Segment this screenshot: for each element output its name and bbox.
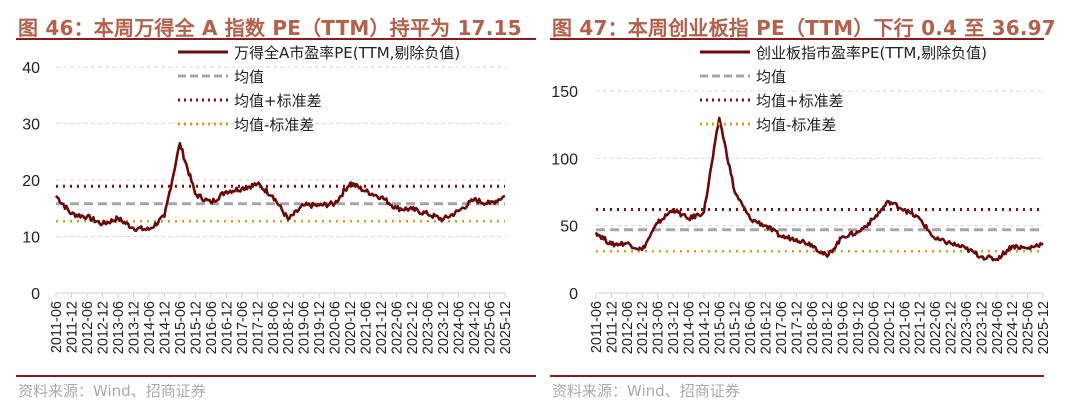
svg-text:2025-06: 2025-06 <box>1021 301 1037 354</box>
legend-item-series: 创业板指市盈率PE(TTM,剔除负值) <box>700 43 987 62</box>
svg-text:2014-12: 2014-12 <box>697 301 713 354</box>
svg-text:2024-06: 2024-06 <box>452 301 468 354</box>
svg-text:2018-06: 2018-06 <box>266 301 282 354</box>
svg-text:2020-06: 2020-06 <box>866 301 882 354</box>
svg-text:150: 150 <box>551 84 578 101</box>
title-rule <box>550 38 1044 40</box>
svg-text:2018-12: 2018-12 <box>820 301 836 354</box>
svg-text:2017-06: 2017-06 <box>774 301 790 354</box>
svg-text:2015-12: 2015-12 <box>188 301 204 354</box>
svg-text:40: 40 <box>22 60 40 77</box>
svg-text:2024-06: 2024-06 <box>990 301 1006 354</box>
svg-text:2019-06: 2019-06 <box>297 301 313 354</box>
footer-rule <box>16 375 536 377</box>
svg-text:2012-06: 2012-06 <box>620 301 636 354</box>
svg-text:2023-12: 2023-12 <box>436 301 452 354</box>
svg-text:2016-12: 2016-12 <box>219 301 235 354</box>
source-note: 资料来源：Wind、招商证券 <box>552 382 740 400</box>
legend-item-series: 万得全A市盈率PE(TTM,剔除负值) <box>178 43 461 62</box>
svg-text:2025-06: 2025-06 <box>483 301 499 354</box>
svg-text:2011-06: 2011-06 <box>589 301 605 353</box>
legend-item-minus-std: 均值-标准差 <box>178 115 315 134</box>
svg-text:2014-06: 2014-06 <box>142 301 158 354</box>
legend-item-mean: 均值 <box>700 67 787 86</box>
legend-item-mean: 均值 <box>178 67 265 86</box>
svg-text:0: 0 <box>31 286 40 303</box>
svg-text:2019-12: 2019-12 <box>851 301 867 354</box>
svg-text:2020-12: 2020-12 <box>882 301 898 354</box>
svg-text:2012-06: 2012-06 <box>80 301 96 354</box>
svg-text:2017-12: 2017-12 <box>789 301 805 354</box>
svg-text:2016-12: 2016-12 <box>759 301 775 354</box>
svg-text:2017-12: 2017-12 <box>250 301 266 354</box>
panel-wind-all-a: 图 46：本周万得全 A 指数 PE（TTM）持平为 17.15 0 10 20 30… <box>16 16 536 400</box>
chart-title: 图 46：本周万得全 A 指数 PE（TTM）持平为 17.15 <box>18 16 522 40</box>
svg-text:0: 0 <box>569 286 578 303</box>
legend-item-plus-std: 均值+标准差 <box>178 91 322 110</box>
svg-text:2018-06: 2018-06 <box>805 301 821 354</box>
svg-text:2014-12: 2014-12 <box>157 301 173 354</box>
svg-text:2023-06: 2023-06 <box>959 301 975 354</box>
svg-text:2012-12: 2012-12 <box>95 301 111 354</box>
svg-text:2024-12: 2024-12 <box>467 301 483 354</box>
svg-text:2018-12: 2018-12 <box>281 301 297 354</box>
svg-text:2019-12: 2019-12 <box>312 301 328 354</box>
svg-text:2022-12: 2022-12 <box>944 301 960 354</box>
chart-title: 图 47：本周创业板指 PE（TTM）下行 0.4 至 36.97 <box>552 16 1056 40</box>
svg-text:2022-06: 2022-06 <box>390 301 406 354</box>
legend: 万得全A市盈率PE(TTM,剔除负值) 均值 均值+标准差 均值-标准差 <box>178 40 460 136</box>
svg-text:2016-06: 2016-06 <box>743 301 759 354</box>
svg-text:2022-06: 2022-06 <box>928 301 944 354</box>
svg-text:2024-12: 2024-12 <box>1005 301 1021 354</box>
svg-text:2022-12: 2022-12 <box>405 301 421 354</box>
legend-item-minus-std: 均值-标准差 <box>700 115 837 134</box>
footer-rule <box>550 375 1044 377</box>
source-note: 资料来源：Wind、招商证券 <box>18 382 206 400</box>
svg-text:2023-12: 2023-12 <box>974 301 990 354</box>
svg-text:2013-06: 2013-06 <box>651 301 667 354</box>
svg-text:2015-06: 2015-06 <box>712 301 728 354</box>
svg-text:2013-06: 2013-06 <box>111 301 127 354</box>
svg-text:100: 100 <box>551 151 578 168</box>
svg-text:2016-06: 2016-06 <box>204 301 220 354</box>
svg-text:2011-06: 2011-06 <box>49 301 65 353</box>
svg-text:2017-06: 2017-06 <box>235 301 251 354</box>
svg-text:2021-12: 2021-12 <box>913 301 929 354</box>
svg-text:2025-12: 2025-12 <box>1036 301 1052 354</box>
panel-chinext: 图 47：本周创业板指 PE（TTM）下行 0.4 至 36.97 0 50 100… <box>540 0 1080 405</box>
svg-text:2013-12: 2013-12 <box>126 301 142 354</box>
svg-text:2012-12: 2012-12 <box>635 301 651 354</box>
svg-text:30: 30 <box>22 117 40 134</box>
svg-text:2021-12: 2021-12 <box>374 301 390 354</box>
svg-text:50: 50 <box>560 219 578 236</box>
svg-text:2014-06: 2014-06 <box>681 301 697 354</box>
svg-text:20: 20 <box>22 173 40 190</box>
svg-text:2021-06: 2021-06 <box>359 301 375 354</box>
svg-text:2011-12: 2011-12 <box>604 301 620 353</box>
legend-item-plus-std: 均值+标准差 <box>700 91 844 110</box>
svg-text:2015-06: 2015-06 <box>173 301 189 354</box>
svg-text:2013-12: 2013-12 <box>666 301 682 354</box>
svg-text:2023-06: 2023-06 <box>421 301 437 354</box>
svg-text:2019-06: 2019-06 <box>836 301 852 354</box>
svg-text:2025-12: 2025-12 <box>498 301 514 354</box>
svg-text:2011-12: 2011-12 <box>64 301 80 353</box>
svg-text:2020-12: 2020-12 <box>343 301 359 354</box>
legend: 创业板指市盈率PE(TTM,剔除负值) 均值 均值+标准差 均值-标准差 <box>700 40 987 136</box>
svg-text:10: 10 <box>22 230 40 247</box>
svg-text:2020-06: 2020-06 <box>328 301 344 354</box>
title-rule <box>16 38 536 40</box>
svg-text:2015-12: 2015-12 <box>728 301 744 354</box>
svg-text:2021-06: 2021-06 <box>897 301 913 354</box>
